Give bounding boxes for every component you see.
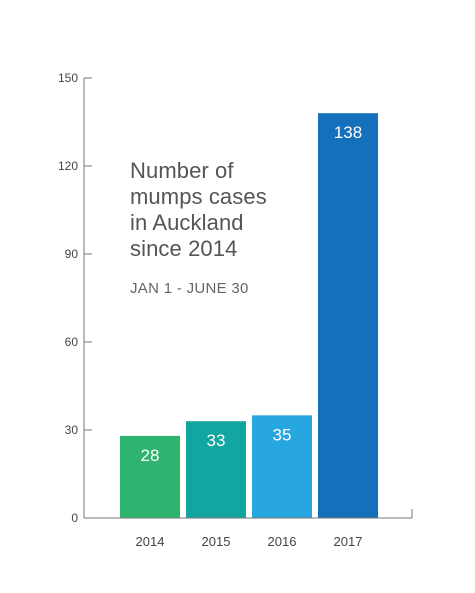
x-tick-label-2015: 2015 [202, 534, 231, 549]
x-tick-label-2016: 2016 [268, 534, 297, 549]
bar-2017 [318, 113, 378, 518]
labels-layer: 28 2014 33 2015 35 2016 138 2017 0 30 60 90 120 150 [58, 71, 362, 549]
y-tick-label-150: 150 [58, 71, 78, 85]
bars-layer [120, 113, 378, 518]
y-tick-label-120: 120 [58, 159, 78, 173]
data-label-2017: 138 [334, 123, 362, 142]
data-label-2016: 35 [273, 425, 292, 444]
x-tick-label-2017: 2017 [334, 534, 363, 549]
chart-title: Number of mumps cases in Auckland since … [130, 158, 267, 261]
bar-2016 [252, 415, 312, 518]
axis-layer [83, 77, 413, 519]
data-label-2015: 33 [207, 431, 226, 450]
y-tick-label-30: 30 [65, 423, 79, 437]
bar-2015 [186, 421, 246, 518]
y-tick-label-60: 60 [65, 335, 79, 349]
x-tick-label-2014: 2014 [136, 534, 165, 549]
y-tick-label-90: 90 [65, 247, 79, 261]
bar-2014 [120, 435, 180, 518]
y-tick-label-0: 0 [71, 511, 78, 525]
data-label-2014: 28 [141, 446, 160, 465]
chart-subtitle: JAN 1 - JUNE 30 [130, 280, 249, 297]
